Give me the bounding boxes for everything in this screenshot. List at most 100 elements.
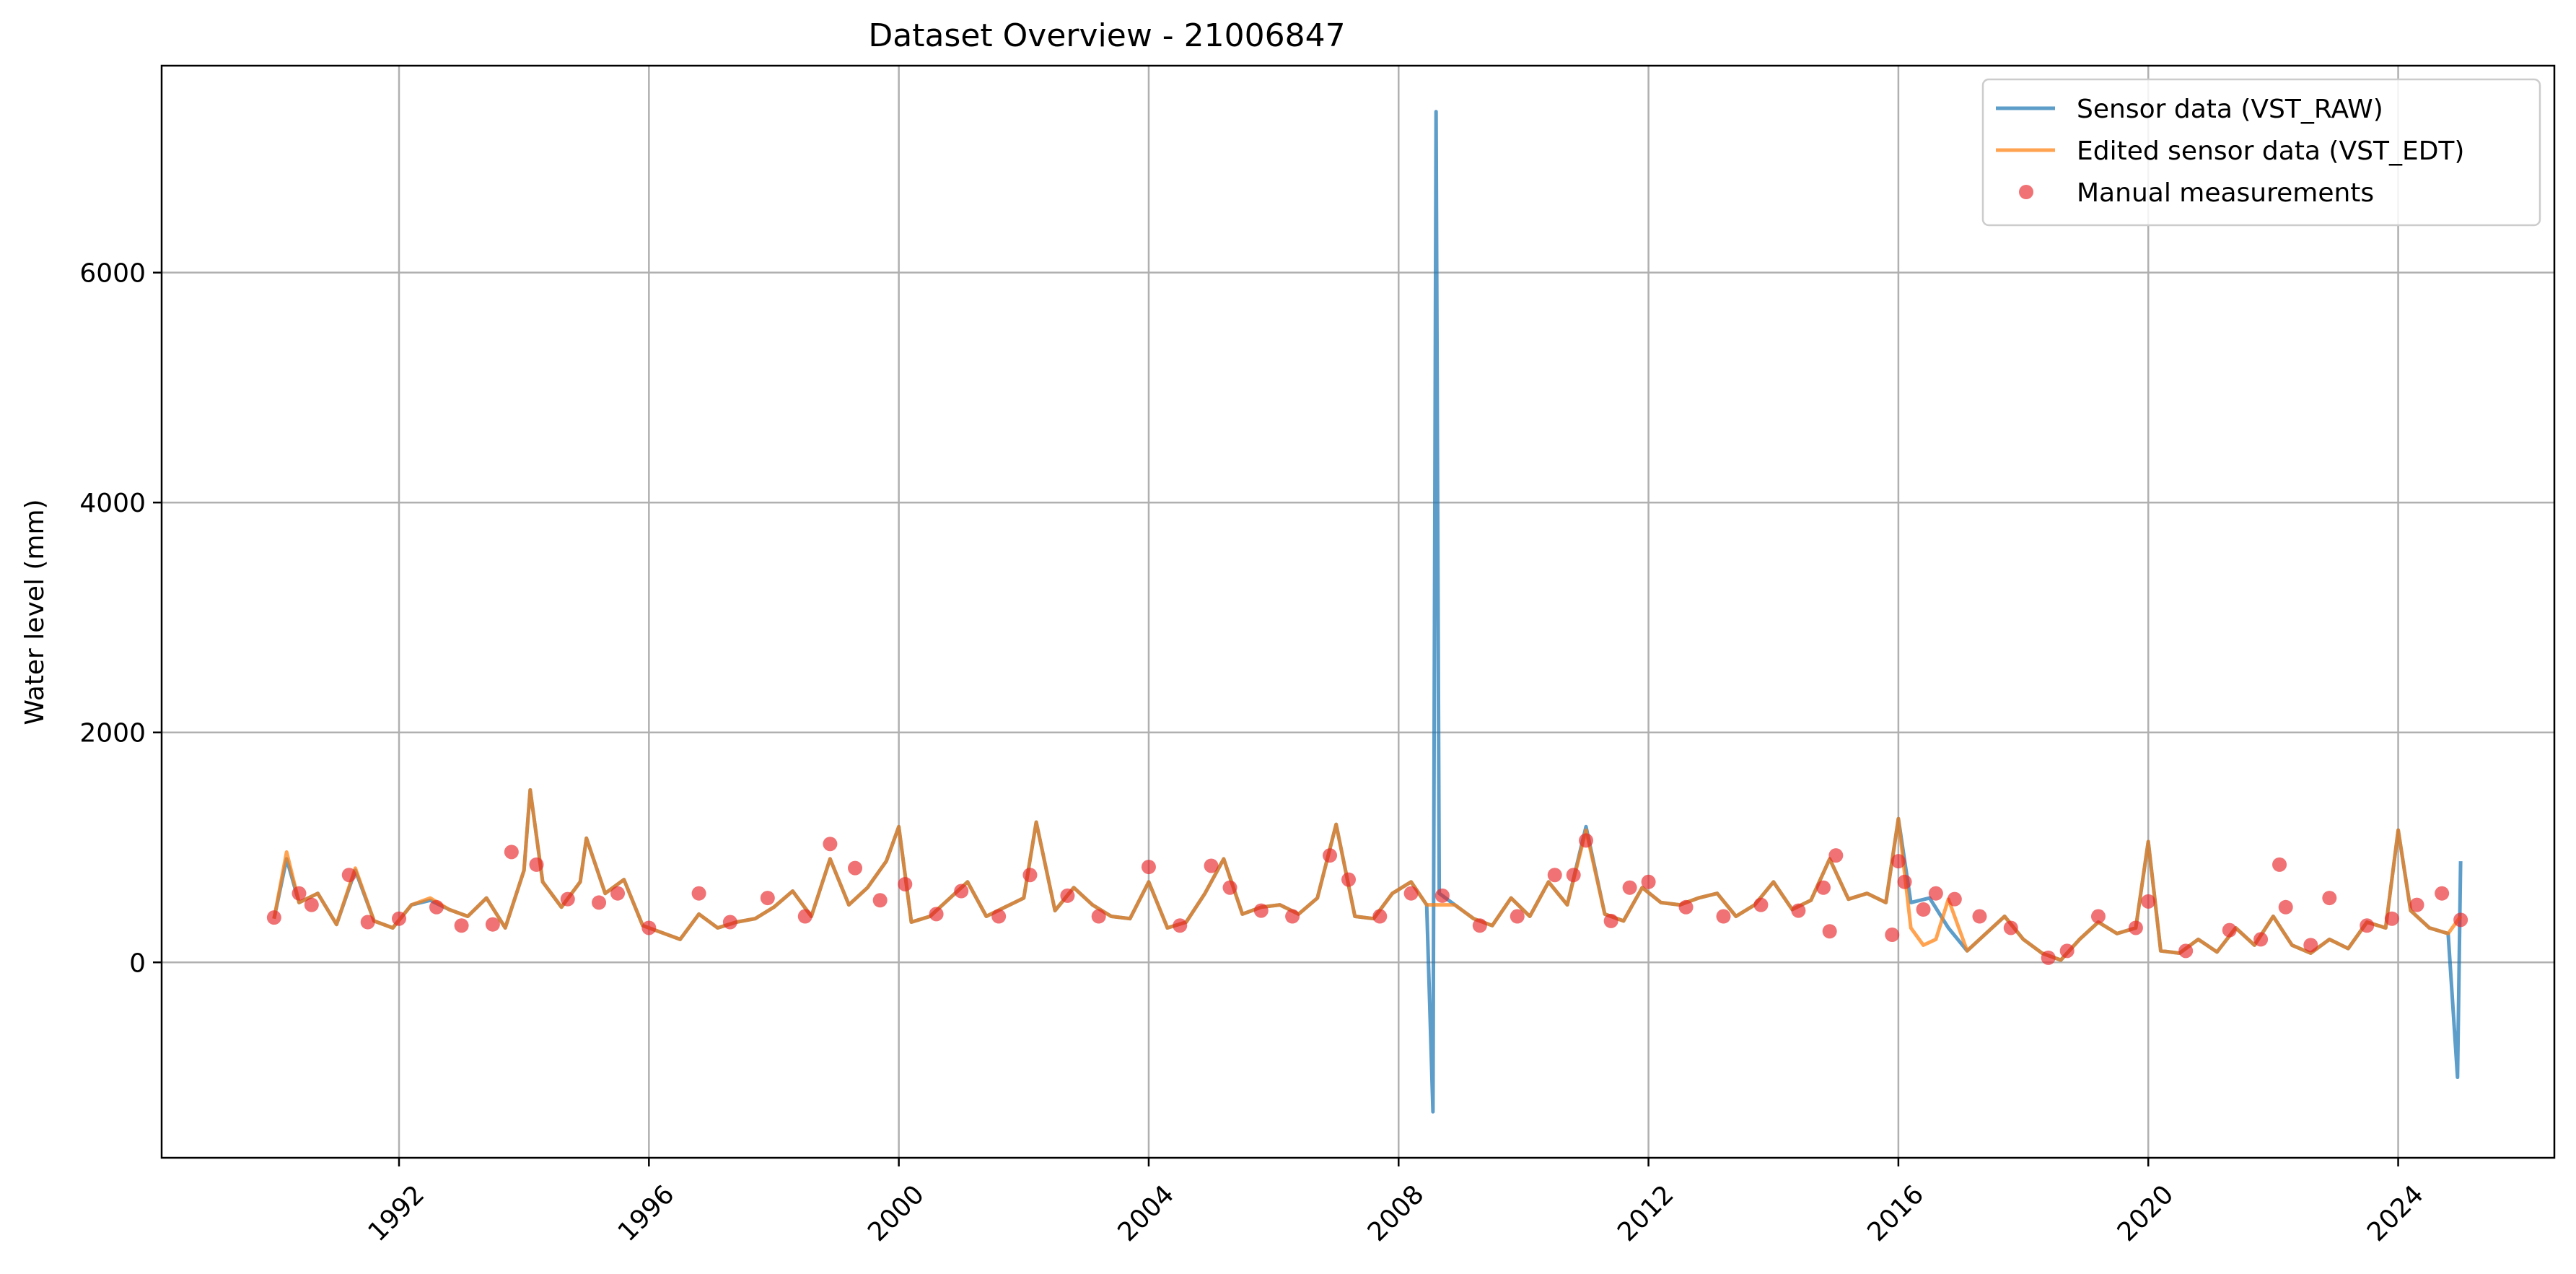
- manual-measurement-point: [1285, 909, 1300, 924]
- manual-measurement-point: [2409, 897, 2424, 912]
- manual-measurement-point: [1434, 888, 1450, 903]
- manual-measurement-point: [1753, 897, 1769, 912]
- x-tick-label: 2020: [2112, 1179, 2180, 1247]
- manual-measurement-point: [1891, 854, 1906, 869]
- manual-measurement-point: [2384, 911, 2399, 926]
- manual-measurement-point: [1603, 913, 1618, 928]
- manual-measurement-point: [2360, 918, 2375, 933]
- manual-measurement-point: [641, 920, 657, 935]
- manual-measurement-point: [429, 899, 444, 915]
- manual-measurement-point: [2141, 894, 2156, 909]
- manual-measurement-point: [872, 893, 888, 908]
- manual-measurement-point: [823, 837, 838, 852]
- manual-measurement-point: [1253, 903, 1269, 918]
- manual-measurement-point: [592, 895, 607, 910]
- x-tick-label: 2024: [2362, 1179, 2430, 1247]
- manual-measurement-point: [1716, 909, 1731, 924]
- x-tick-label: 2000: [862, 1179, 930, 1247]
- chart-title: Dataset Overview - 21006847: [868, 17, 1345, 54]
- manual-measurement-point: [341, 868, 356, 883]
- manual-measurement-point: [1022, 868, 1038, 883]
- legend-marker: [2019, 185, 2033, 199]
- manual-measurement-point: [2278, 899, 2293, 915]
- manual-measurement-point: [1822, 924, 1837, 939]
- manual-measurement-point: [1897, 874, 1912, 889]
- x-tick-label: 2016: [1862, 1179, 1929, 1247]
- manual-measurement-point: [691, 886, 706, 901]
- legend-label: Sensor data (VST_RAW): [2077, 95, 2383, 124]
- manual-measurement-point: [2041, 950, 2056, 965]
- manual-measurement-point: [991, 909, 1007, 924]
- manual-measurement-point: [2128, 920, 2143, 935]
- manual-measurement-point: [304, 897, 319, 912]
- manual-measurement-point: [1173, 918, 1188, 933]
- manual-measurement-point: [722, 915, 737, 930]
- legend-label: Manual measurements: [2077, 178, 2374, 208]
- manual-measurement-point: [1641, 874, 1656, 889]
- manual-measurement-point: [454, 918, 469, 933]
- manual-measurement-point: [1885, 928, 1900, 943]
- manual-measurement-point: [1947, 891, 1962, 907]
- y-axis-label: Water level (mm): [20, 499, 50, 725]
- manual-measurement-point: [1916, 902, 1931, 917]
- manual-measurement-point: [1928, 886, 1943, 901]
- manual-measurement-point: [954, 883, 969, 899]
- manual-measurement-point: [760, 891, 775, 906]
- manual-measurement-point: [2178, 943, 2194, 959]
- manual-measurement-point: [1547, 868, 1562, 883]
- manual-measurement-point: [929, 907, 944, 922]
- y-tick-label: 6000: [79, 259, 146, 289]
- manual-measurements-series: [266, 833, 2468, 965]
- manual-measurement-point: [1972, 909, 1987, 924]
- y-tick-label: 0: [129, 948, 146, 978]
- manual-measurement-point: [529, 857, 544, 872]
- plot-background: [162, 66, 2554, 1158]
- x-tick-label: 2008: [1362, 1179, 1430, 1247]
- manual-measurement-point: [1204, 858, 1219, 873]
- manual-measurement-point: [848, 860, 863, 876]
- manual-measurement-point: [2090, 909, 2106, 924]
- manual-measurement-point: [2253, 932, 2269, 947]
- manual-measurement-point: [2435, 886, 2450, 901]
- manual-measurement-point: [1510, 909, 1525, 924]
- manual-measurement-point: [1579, 833, 1594, 848]
- legend-label: Edited sensor data (VST_EDT): [2077, 136, 2464, 166]
- manual-measurement-point: [2222, 922, 2237, 938]
- manual-measurement-point: [292, 886, 307, 901]
- manual-measurement-point: [2453, 912, 2468, 928]
- manual-measurement-point: [1472, 918, 1487, 933]
- manual-measurement-point: [2303, 938, 2318, 953]
- manual-measurement-point: [1791, 903, 1806, 918]
- manual-measurement-point: [360, 915, 375, 930]
- manual-measurement-point: [2322, 891, 2337, 906]
- x-tick-label: 2004: [1112, 1179, 1180, 1247]
- x-tick-label: 1996: [613, 1179, 680, 1247]
- manual-measurement-point: [1141, 860, 1156, 875]
- y-tick-label: 2000: [79, 719, 146, 749]
- x-tick-label: 2012: [1612, 1179, 1680, 1247]
- manual-measurement-point: [610, 886, 626, 901]
- manual-measurement-point: [1323, 848, 1338, 863]
- manual-measurement-point: [1816, 880, 1831, 895]
- manual-measurement-point: [2003, 920, 2018, 935]
- manual-measurement-point: [266, 910, 281, 925]
- y-tick-label: 4000: [79, 489, 146, 518]
- manual-measurement-point: [898, 876, 913, 891]
- manual-measurement-point: [560, 891, 575, 907]
- grid: [162, 66, 2554, 1158]
- manual-measurement-point: [1828, 848, 1844, 863]
- manual-measurement-point: [1060, 888, 1075, 903]
- manual-measurement-point: [1622, 880, 1637, 895]
- plot-frame: [160, 64, 2556, 1159]
- legend: Sensor data (VST_RAW) Edited sensor data …: [1981, 78, 2541, 227]
- manual-measurement-point: [1091, 909, 1106, 924]
- manual-measurement-point: [2059, 943, 2075, 959]
- manual-measurement-point: [504, 845, 519, 860]
- manual-measurement-point: [1403, 886, 1419, 901]
- manual-measurement-point: [797, 909, 812, 924]
- manual-measurement-point: [1341, 872, 1357, 887]
- x-tick-label: 1992: [362, 1179, 430, 1247]
- sensor-edited-line: [272, 787, 2463, 962]
- manual-measurement-point: [392, 911, 407, 926]
